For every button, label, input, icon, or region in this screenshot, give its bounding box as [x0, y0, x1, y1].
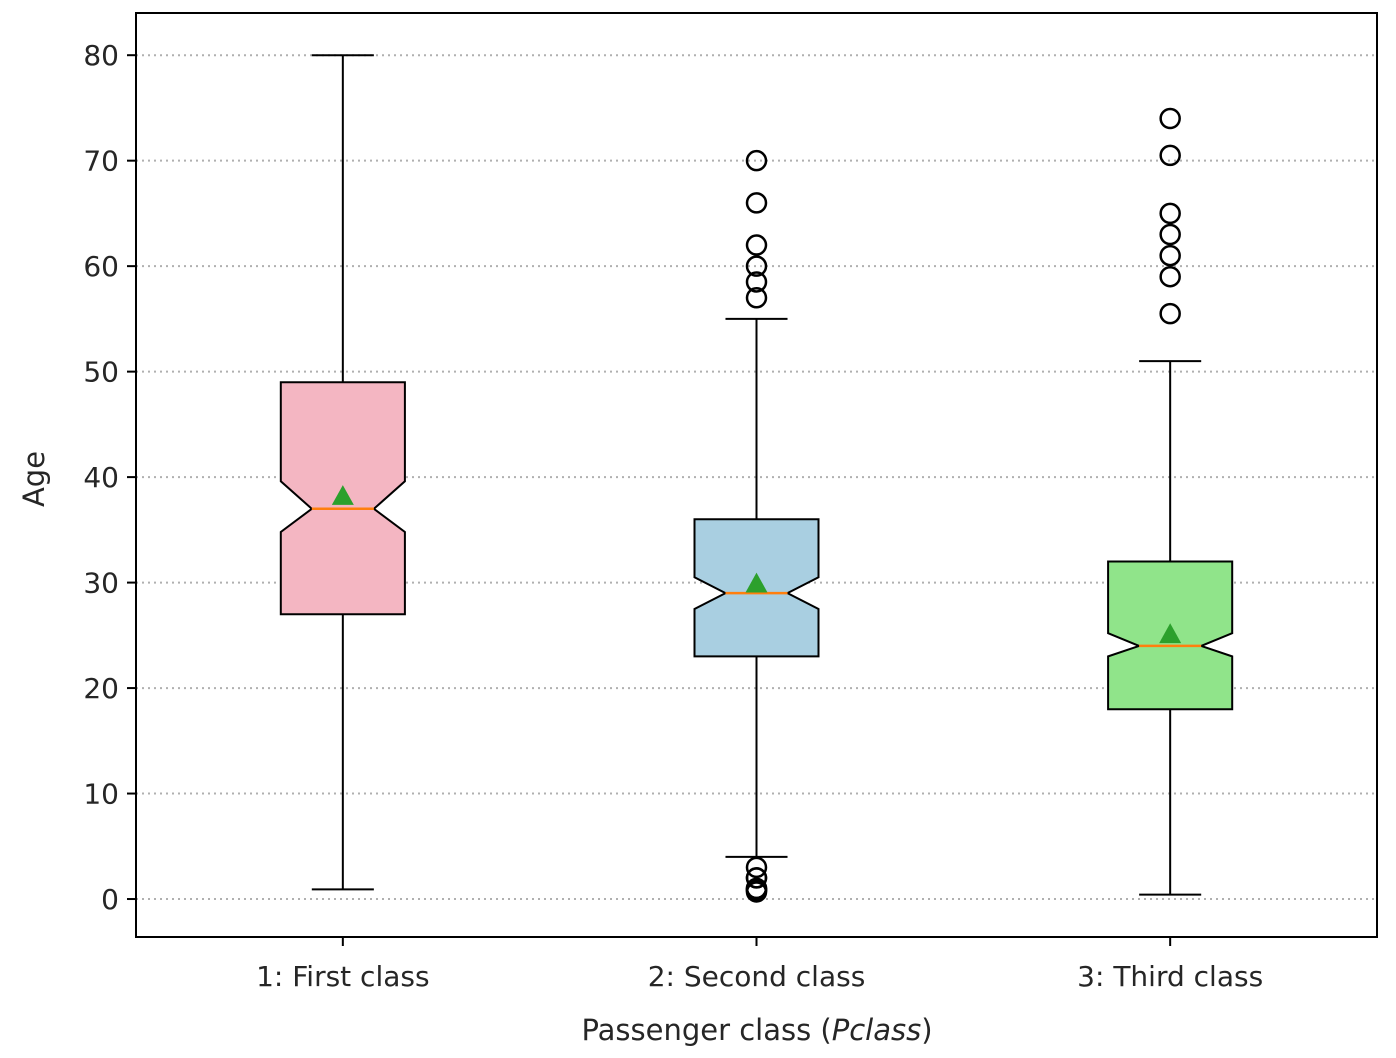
- outlier-point: [745, 877, 768, 900]
- box-group: [279, 54, 406, 891]
- outlier-point: [745, 149, 768, 172]
- box-group: [1107, 107, 1234, 896]
- outlier-point: [745, 192, 768, 214]
- x-tick-label: 1: First class: [256, 960, 429, 993]
- outlier-point: [745, 287, 768, 309]
- outlier-point: [1159, 202, 1181, 225]
- box-group: [693, 149, 820, 903]
- outlier-point: [1159, 144, 1181, 167]
- outlier-point: [1159, 265, 1181, 288]
- outlier-point: [745, 234, 768, 256]
- outlier-point: [745, 856, 768, 879]
- x-axis-label: Passenger class (Pclass): [581, 1013, 932, 1047]
- x-axis-label-italic: Pclass: [832, 1013, 921, 1047]
- outlier-point: [745, 255, 768, 277]
- mean-marker: [745, 572, 768, 593]
- outlier-point: [745, 867, 768, 889]
- y-tick-label: 40: [83, 461, 119, 494]
- x-tick-label: 2: Second class: [648, 960, 866, 993]
- outlier-point: [1159, 107, 1181, 130]
- outlier-point: [1159, 302, 1181, 325]
- y-tick-label: 10: [83, 778, 119, 811]
- outlier-point: [1159, 244, 1181, 267]
- boxes: [279, 54, 1234, 903]
- outlier-point: [745, 271, 768, 293]
- x-tick-label: 3: Third class: [1077, 960, 1263, 993]
- mean-marker: [1159, 623, 1182, 644]
- x-axis-label-text: Passenger class (: [581, 1013, 831, 1047]
- x-axis-ticks: 1: First class 2: Second class 3: Third cl…: [256, 937, 1263, 993]
- y-tick-label: 70: [83, 145, 119, 178]
- y-tick-label: 20: [83, 672, 119, 705]
- outlier-point: [1159, 223, 1181, 246]
- y-tick-label: 50: [83, 356, 119, 389]
- y-tick-label: 80: [83, 39, 119, 72]
- y-tick-label: 0: [101, 883, 119, 916]
- y-axis-label: Age: [17, 451, 51, 507]
- y-tick-label: 30: [83, 567, 119, 600]
- x-axis-label-suffix: ): [921, 1013, 932, 1047]
- y-axis-ticks: 0 10 20 30 40 50 60 70 80: [83, 39, 136, 916]
- y-tick-label: 60: [83, 250, 119, 283]
- mean-marker: [331, 485, 354, 505]
